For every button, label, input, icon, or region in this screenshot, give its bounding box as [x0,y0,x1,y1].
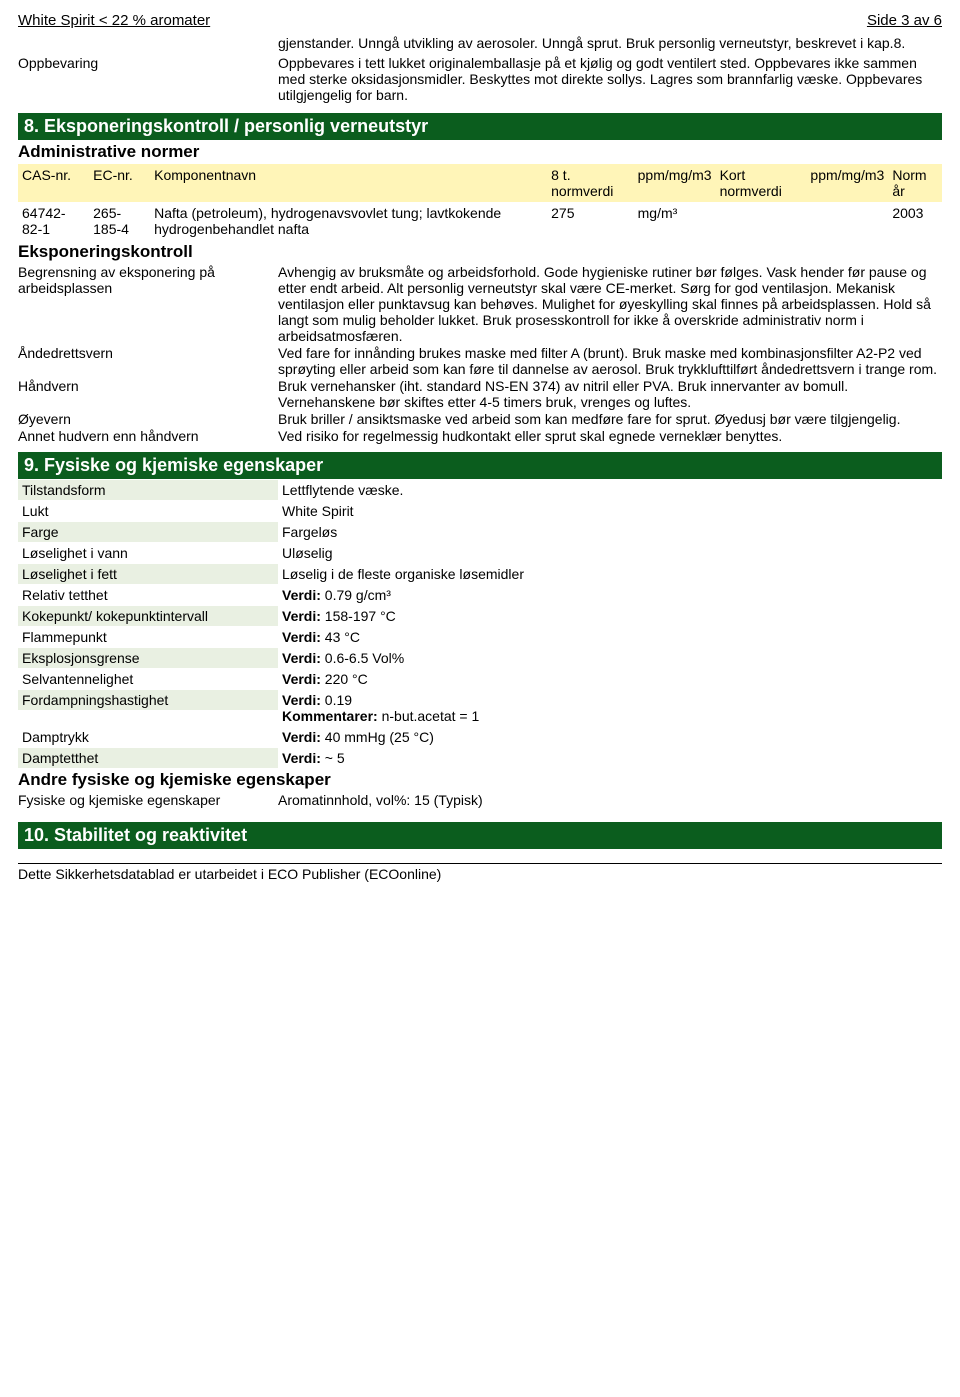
th-ec: EC-nr. [89,164,150,202]
property-value: Uløselig [278,543,942,563]
property-value: Lettflytende væske. [278,480,942,500]
td-year: 2003 [888,202,942,240]
section-9-title: 9. Fysiske og kjemiske egenskaper [18,452,942,479]
exposure-value: Bruk vernehansker (iht. standard NS-EN 3… [278,378,942,410]
property-label: Løselighet i vann [18,543,278,563]
property-label: Damptetthet [18,748,278,768]
property-row: FordampningshastighetVerdi: 0.19Kommenta… [18,690,942,726]
intro-continuation: gjenstander. Unngå utvikling av aerosole… [278,35,942,51]
section-8-title: 8. Eksponeringskontroll / personlig vern… [18,113,942,140]
td-component: Nafta (petroleum), hydrogenavsvovlet tun… [150,202,547,240]
exposure-row: ØyevernBruk briller / ansiktsmaske ved a… [18,411,942,427]
exposure-value: Bruk briller / ansiktsmaske ved arbeid s… [278,411,942,427]
td-short [716,202,807,240]
header-product: White Spirit < 22 % aromater [18,12,210,29]
exposure-row: Annet hudvern enn håndvernVed risiko for… [18,428,942,444]
property-value: Verdi: 0.6-6.5 Vol% [278,648,942,668]
intro-block: gjenstander. Unngå utvikling av aerosole… [18,35,942,103]
property-value: Fargeløs [278,522,942,542]
property-label: Løselighet i fett [18,564,278,584]
th-component: Komponentnavn [150,164,547,202]
property-label: Damptrykk [18,727,278,747]
property-row: SelvantennelighetVerdi: 220 °C [18,669,942,689]
exposure-label: Annet hudvern enn håndvern [18,428,278,444]
property-value: Verdi: 0.79 g/cm³ [278,585,942,605]
section-9-sub2: Andre fysiske og kjemiske egenskaper [18,770,942,790]
property-label: Kokepunkt/ kokepunktintervall [18,606,278,626]
property-row: FlammepunktVerdi: 43 °C [18,627,942,647]
property-value: Verdi: 158-197 °C [278,606,942,626]
exposure-row: Begrensning av eksponering på arbeidspla… [18,264,942,344]
physical-properties: TilstandsformLettflytende væske.LuktWhit… [18,480,942,768]
property-row: Kokepunkt/ kokepunktintervallVerdi: 158-… [18,606,942,626]
th-cas: CAS-nr. [18,164,89,202]
property-row: DamptetthetVerdi: ~ 5 [18,748,942,768]
property-row: Løselighet i fettLøselig i de fleste org… [18,564,942,584]
admin-norms-table: CAS-nr. EC-nr. Komponentnavn 8 t. normve… [18,164,942,240]
other-prop-label: Fysiske og kjemiske egenskaper [18,792,278,808]
exposure-row: ÅndedrettsvernVed fare for innånding bru… [18,345,942,377]
property-label: Selvantennelighet [18,669,278,689]
td-cas: 64742-82-1 [18,202,89,240]
header-page: Side 3 av 6 [867,12,942,29]
exposure-value: Avhengig av bruksmåte og arbeidsforhold.… [278,264,942,344]
property-row: Løselighet i vannUløselig [18,543,942,563]
exposure-label: Øyevern [18,411,278,427]
property-value: Verdi: 40 mmHg (25 °C) [278,727,942,747]
exposure-label: Begrensning av eksponering på arbeidspla… [18,264,278,344]
property-value: Verdi: 0.19Kommentarer: n-but.acetat = 1 [278,690,942,726]
property-value: Verdi: ~ 5 [278,748,942,768]
property-label: Lukt [18,501,278,521]
other-properties-row: Fysiske og kjemiske egenskaper Aromatinn… [18,792,942,808]
property-value: Verdi: 43 °C [278,627,942,647]
property-value: Verdi: 220 °C [278,669,942,689]
th-short: Kort normverdi [716,164,807,202]
table-row: 64742-82-1 265-185-4 Nafta (petroleum), … [18,202,942,240]
property-label: Eksplosjonsgrense [18,648,278,668]
storage-label: Oppbevaring [18,55,278,103]
other-prop-value: Aromatinnhold, vol%: 15 (Typisk) [278,792,942,808]
property-row: TilstandsformLettflytende væske. [18,480,942,500]
td-ec: 265-185-4 [89,202,150,240]
property-label: Farge [18,522,278,542]
exposure-controls: Begrensning av eksponering på arbeidspla… [18,264,942,444]
td-8t: 275 [547,202,634,240]
td-unit2 [806,202,888,240]
property-label: Relativ tetthet [18,585,278,605]
exposure-label: Åndedrettsvern [18,345,278,377]
exposure-label: Håndvern [18,378,278,410]
section-8-sub2: Eksponeringskontroll [18,242,942,262]
property-row: Relativ tetthetVerdi: 0.79 g/cm³ [18,585,942,605]
page-header: White Spirit < 22 % aromater Side 3 av 6 [18,12,942,29]
th-unit2: ppm/mg/m3 [806,164,888,202]
storage-text: Oppbevares i tett lukket originalemballa… [278,55,942,103]
th-year: Norm år [888,164,942,202]
property-value: Løselig i de fleste organiske løsemidler [278,564,942,584]
section-10-title: 10. Stabilitet og reaktivitet [18,822,942,849]
th-unit1: ppm/mg/m3 [634,164,716,202]
exposure-value: Ved risiko for regelmessig hudkontakt el… [278,428,942,444]
property-row: EksplosjonsgrenseVerdi: 0.6-6.5 Vol% [18,648,942,668]
property-label: Fordampningshastighet [18,690,278,710]
property-row: LuktWhite Spirit [18,501,942,521]
exposure-row: HåndvernBruk vernehansker (iht. standard… [18,378,942,410]
table-header-row: CAS-nr. EC-nr. Komponentnavn 8 t. normve… [18,164,942,202]
section-8-sub1: Administrative normer [18,142,942,162]
storage-row: Oppbevaring Oppbevares i tett lukket ori… [18,55,942,103]
footer: Dette Sikkerhetsdatablad er utarbeidet i… [18,863,942,882]
property-label: Tilstandsform [18,480,278,500]
property-label: Flammepunkt [18,627,278,647]
exposure-value: Ved fare for innånding brukes maske med … [278,345,942,377]
th-8t: 8 t. normverdi [547,164,634,202]
td-unit1: mg/m³ [634,202,716,240]
property-row: FargeFargeløs [18,522,942,542]
property-row: DamptrykkVerdi: 40 mmHg (25 °C) [18,727,942,747]
property-value: White Spirit [278,501,942,521]
